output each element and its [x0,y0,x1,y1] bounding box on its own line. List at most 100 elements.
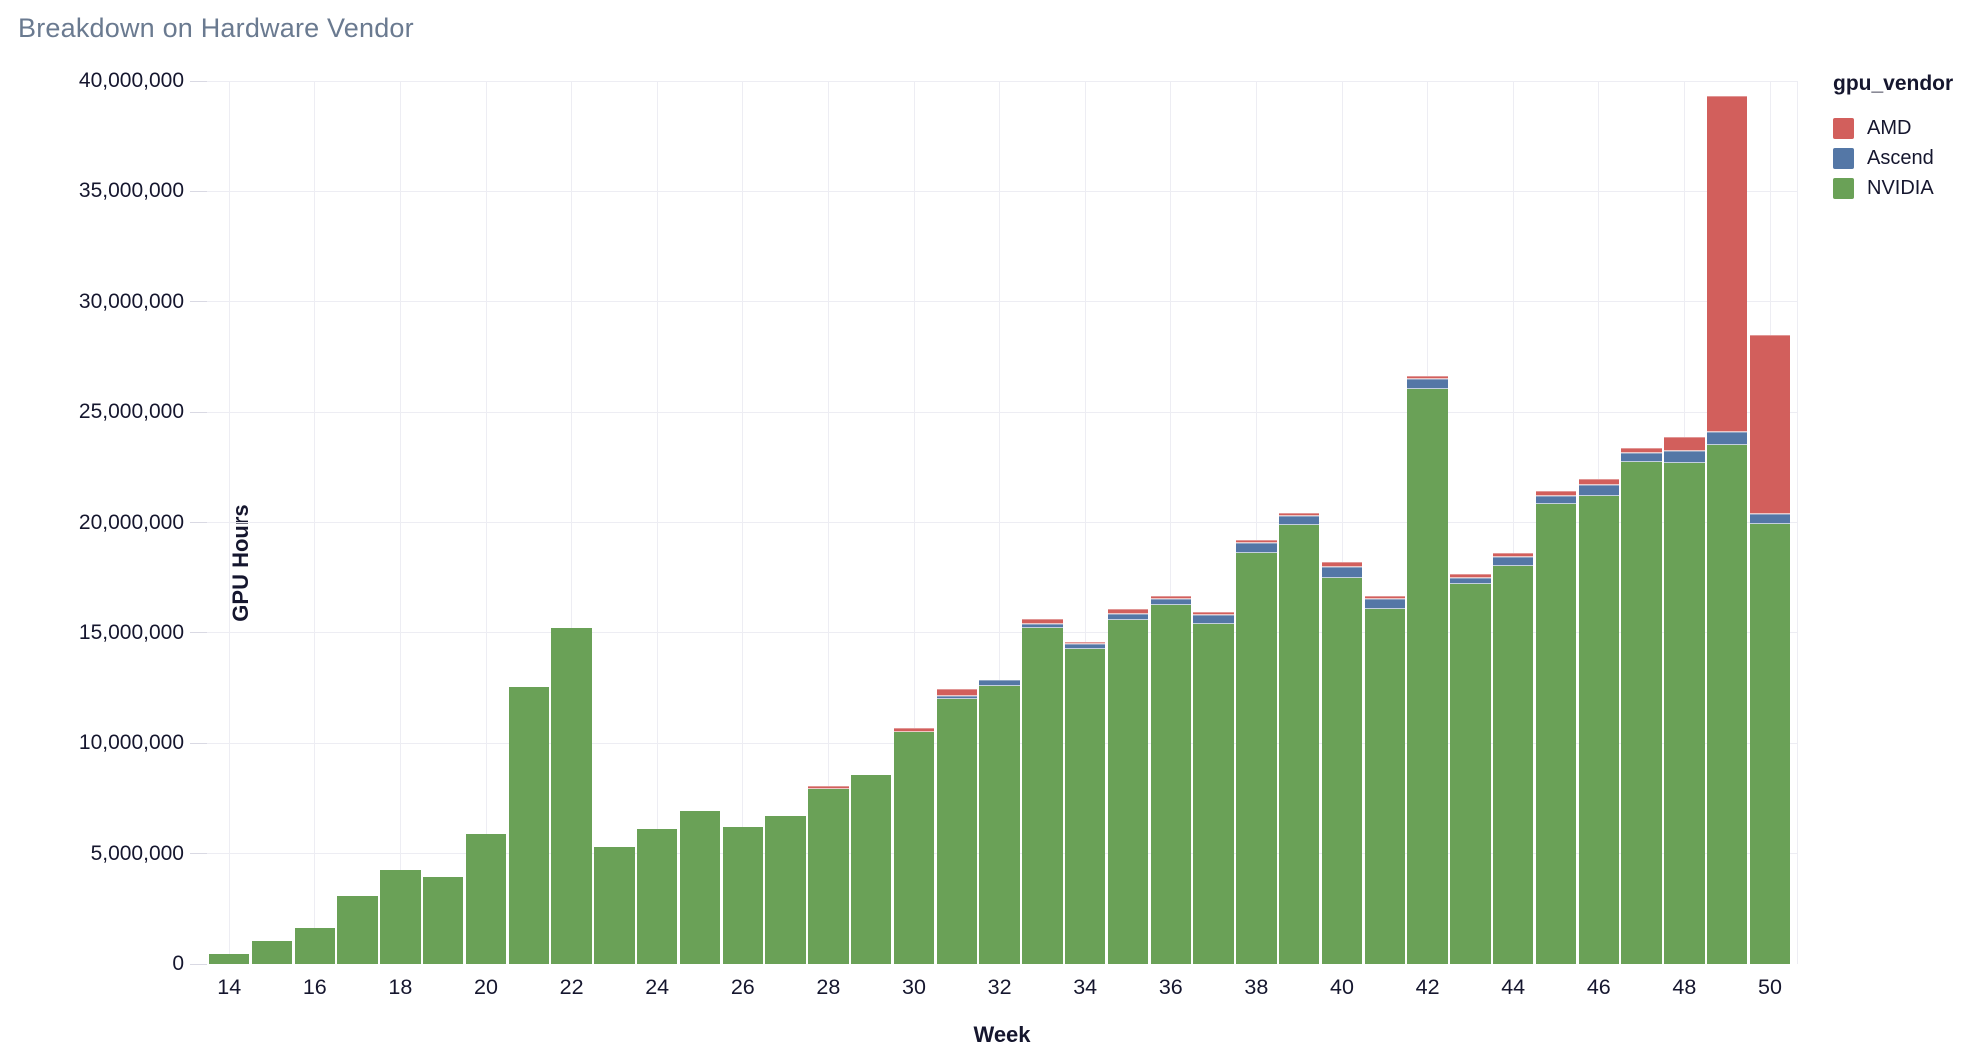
bar-week-26[interactable] [722,81,764,964]
bar-week-21[interactable] [508,81,550,964]
bar-segment-nvidia [1535,503,1577,964]
bar-week-18[interactable] [380,81,421,964]
x-tick-label: 16 [302,975,327,999]
bar-segment-ascend [1578,484,1620,497]
bar-segment-ascend [1321,566,1363,578]
bar-segment-amd [1706,96,1748,432]
bar-segment-ascend [1236,543,1277,554]
bar-week-28[interactable] [808,81,849,964]
bar-week-15[interactable] [251,81,293,964]
bar-segment-ascend [1364,598,1406,609]
gridline [913,81,915,964]
bar-segment-amd [893,727,935,733]
gridline [1797,81,1798,964]
x-tick-label: 22 [559,975,584,999]
bar-week-35[interactable] [1107,81,1149,964]
bar-segment-nvidia [1407,388,1448,964]
bar-week-44[interactable] [1492,81,1534,964]
bar-week-47[interactable] [1621,81,1662,964]
gridline [399,81,401,964]
bar-week-33[interactable] [1022,81,1063,964]
bar-week-23[interactable] [594,81,635,964]
y-tick-label: 25,000,000 [78,400,184,424]
bar-segment-nvidia [1193,624,1234,964]
bar-segment-amd [1749,334,1791,514]
bar-week-31[interactable] [936,81,978,964]
bar-segment-nvidia [1022,628,1063,964]
bar-week-20[interactable] [465,81,507,964]
bar-week-37[interactable] [1193,81,1234,964]
bar-week-46[interactable] [1578,81,1620,964]
bar-week-16[interactable] [294,81,336,964]
bar-week-43[interactable] [1450,81,1491,964]
bar-segment-nvidia [1706,445,1748,964]
x-tick-label: 24 [645,975,670,999]
gridline [485,81,487,964]
bar-segment-amd [1664,437,1705,451]
legend-item-ascend[interactable]: Ascend [1833,148,1973,169]
bar-segment-nvidia [808,788,849,964]
x-tick-label: 44 [1501,975,1526,999]
bar-week-19[interactable] [422,81,464,964]
bar-segment-nvidia [422,876,464,964]
bar-week-45[interactable] [1535,81,1577,964]
legend-swatch-nvidia [1833,178,1854,199]
gridline [571,81,573,964]
y-tick-label: 40,000,000 [78,69,184,92]
bar-week-25[interactable] [679,81,721,964]
bar-segment-nvidia [1664,462,1705,964]
bar-week-36[interactable] [1150,81,1192,964]
bar-segment-nvidia [979,685,1020,964]
legend-swatch-ascend [1833,148,1854,169]
bar-week-29[interactable] [850,81,892,964]
bar-segment-nvidia [251,940,293,964]
y-tick-label: 35,000,000 [78,179,184,203]
x-tick-label: 34 [1073,975,1098,999]
bar-week-24[interactable] [636,81,678,964]
bar-segment-ascend [1278,515,1320,525]
bar-week-38[interactable] [1236,81,1277,964]
gridline [656,81,658,964]
bar-week-14[interactable] [208,81,250,964]
bar-segment-ascend [936,695,978,700]
bar-week-22[interactable] [551,81,592,964]
bar-segment-amd [1022,618,1063,625]
y-axis-tick [190,632,207,634]
bar-segment-ascend [1535,495,1577,504]
bar-segment-amd [1450,574,1491,579]
y-tick-label: 10,000,000 [78,731,184,755]
plot-area: GPU Hours 0 5,000,000 10,000,000 15,000,000… [79,69,1798,999]
bar-week-32[interactable] [979,81,1020,964]
bar-week-34[interactable] [1064,81,1106,964]
legend-item-nvidia[interactable]: NVIDIA [1833,178,1973,199]
bar-week-39[interactable] [1278,81,1320,964]
bar-week-42[interactable] [1407,81,1448,964]
y-axis-tick [190,853,207,855]
bar-segment-amd [1578,479,1620,485]
bar-week-27[interactable] [765,81,806,964]
x-tick-label: 28 [816,975,841,999]
bar-segment-amd [1107,608,1149,615]
x-tick-label: 46 [1586,975,1611,999]
bar-week-48[interactable] [1664,81,1705,964]
x-tick-label: 30 [902,975,926,999]
bar-segment-ascend [1706,432,1748,446]
bar-week-17[interactable] [337,81,378,964]
bar-segment-amd [1278,512,1320,516]
bar-segment-ascend [1407,379,1448,389]
bar-segment-nvidia [679,810,721,964]
gridline [1512,81,1514,964]
bar-segment-ascend [1664,450,1705,463]
bar-week-49[interactable] [1706,81,1748,964]
bar-week-30[interactable] [893,81,935,964]
y-axis-tick [190,411,207,413]
bar-week-50[interactable] [1749,81,1791,964]
x-tick-label: 40 [1330,975,1354,999]
bar-week-40[interactable] [1321,81,1363,964]
gridline [207,522,1798,523]
gridline [207,80,1798,82]
legend-item-amd[interactable]: AMD [1833,118,1973,139]
x-tick-label: 48 [1672,975,1697,999]
bar-segment-nvidia [765,816,806,964]
bar-week-41[interactable] [1364,81,1406,964]
